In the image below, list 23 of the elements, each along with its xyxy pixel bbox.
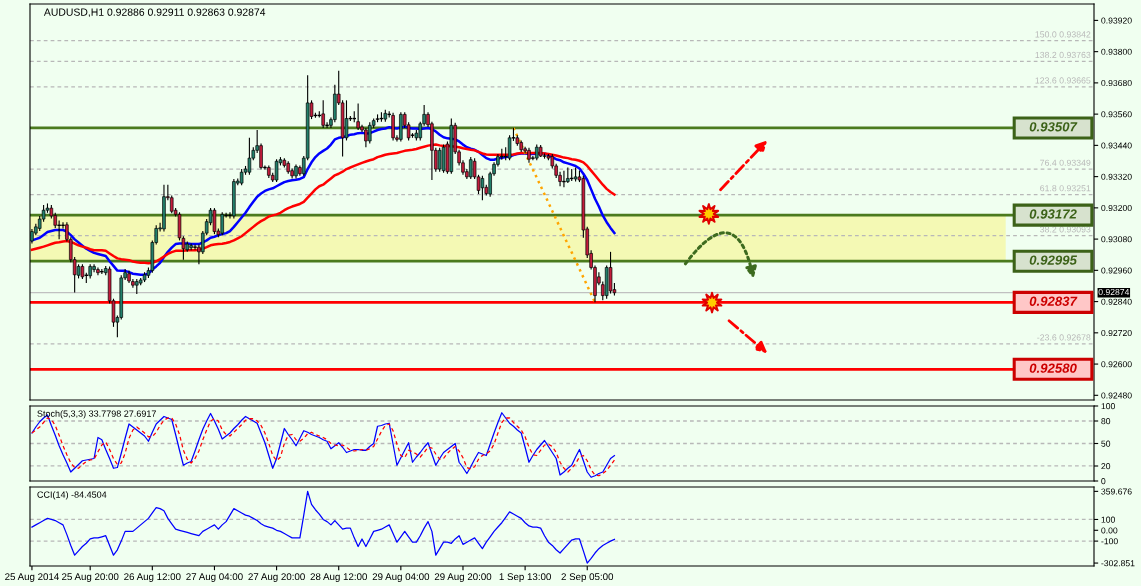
x-tick-label: 25 Aug 2014: [5, 573, 59, 583]
y-tick-label: 20: [1101, 463, 1111, 470]
x-tick-label: 25 Aug 20:00: [62, 573, 119, 583]
y-tick-label: 0.00: [1101, 527, 1118, 534]
x-tick-label: 28 Aug 12:00: [310, 573, 367, 583]
x-tick-label: 27 Aug 04:00: [186, 573, 243, 583]
y-tick-label: 100: [1101, 516, 1115, 523]
x-tick-label: 29 Aug 20:00: [434, 573, 492, 583]
line-series: [31, 490, 616, 564]
y-tick-label: -302.851: [1101, 560, 1135, 567]
x-tick-label: 29 Aug 04:00: [372, 573, 430, 583]
x-tick-label: 26 Aug 12:00: [124, 573, 181, 583]
x-tick-label: 2 Sep 05:00: [561, 573, 614, 583]
y-tick-label: 80: [1101, 418, 1111, 425]
y-tick-label: 100: [1101, 403, 1115, 410]
y-tick-label: 359.676: [1101, 488, 1132, 495]
chart-title: Stoch(5,3,3) 33.7798 27.6917: [37, 410, 156, 419]
y-tick-label: -100: [1101, 538, 1118, 545]
x-tick-label: 27 Aug 20:00: [248, 573, 305, 583]
chart-title: CCI(14) -84.4504: [37, 491, 107, 500]
x-tick-label: 1 Sep 13:00: [499, 573, 551, 583]
y-tick-label: 0: [1101, 478, 1106, 485]
y-tick-label: 50: [1101, 440, 1111, 447]
